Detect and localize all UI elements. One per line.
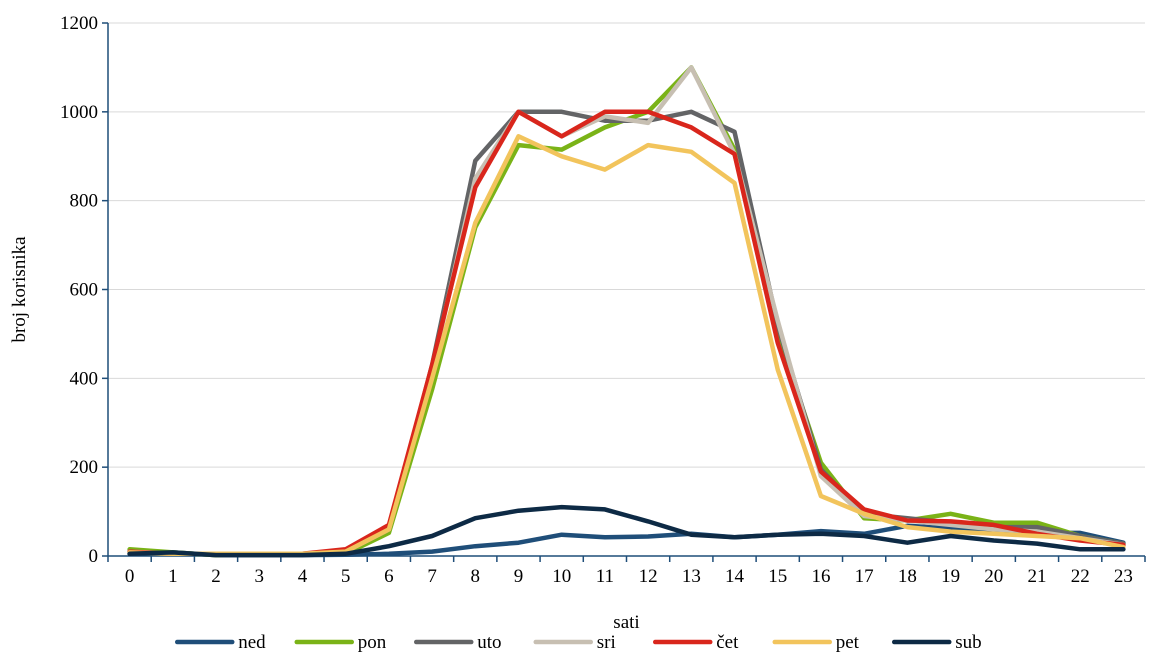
series-line-pet [127,134,1126,557]
legend-label: pet [836,632,860,653]
y-tick-label: 800 [70,191,99,212]
x-tick-label: 13 [682,566,701,587]
gridlines [108,22,1145,468]
legend-label: čet [716,632,739,653]
x-tick-label: 2 [211,566,221,587]
x-tick-label: 4 [298,566,308,587]
x-tick-label: 14 [725,566,745,587]
y-tick-label: 400 [70,368,99,389]
y-tick-label: 1200 [60,13,98,34]
y-axis-title: broj korisnika [9,236,30,343]
y-tick-label: 1000 [60,102,98,123]
x-tick-label: 21 [1027,566,1046,587]
x-tick-label: 1 [168,566,178,587]
x-tick-label: 3 [254,566,264,587]
series-line-sub [127,504,1126,558]
x-tick-label: 23 [1114,566,1133,587]
x-tick-label: 17 [855,566,874,587]
axes [102,22,1146,562]
x-tick-label: 16 [811,566,830,587]
x-tick-label: 22 [1071,566,1090,587]
legend: ned pon uto sri čet pet sub [175,632,982,653]
x-tick-label: 20 [984,566,1003,587]
legend-item-sri: sri [533,632,616,653]
legend-label: ned [238,632,266,653]
legend-label: uto [477,632,501,653]
series-lines [127,65,1126,558]
x-tick-label: 18 [898,566,917,587]
y-tick-label: 600 [70,280,99,301]
x-tick-label: 19 [941,566,960,587]
legend-item-sub: sub [892,632,982,653]
x-tick-label: 15 [768,566,787,587]
legend-item-uto: uto [414,632,502,653]
legend-item-čet: čet [653,632,739,653]
x-tick-label: 6 [384,566,394,587]
series-line-sri [127,65,1126,557]
y-tick-label: 0 [89,546,99,567]
series-line-pon [127,65,1126,558]
x-tick-label: 12 [639,566,658,587]
x-tick-label: 0 [125,566,135,587]
y-tick-label: 200 [70,457,99,478]
x-tick-label: 7 [427,566,437,587]
x-tick-label: 9 [514,566,524,587]
legend-item-pon: pon [294,632,387,653]
x-tick-label: 11 [596,566,614,587]
legend-label: sri [597,632,616,653]
legend-label: sub [955,632,981,653]
x-tick-label: 10 [552,566,571,587]
x-axis-title: sati [613,612,639,633]
series-line-uto [127,109,1126,557]
x-tick-label: 5 [341,566,351,587]
series-line-čet [127,109,1126,557]
legend-label: pon [358,632,387,653]
legend-item-pet: pet [772,632,860,653]
legend-item-ned: ned [175,632,266,653]
x-tick-label: 8 [471,566,481,587]
